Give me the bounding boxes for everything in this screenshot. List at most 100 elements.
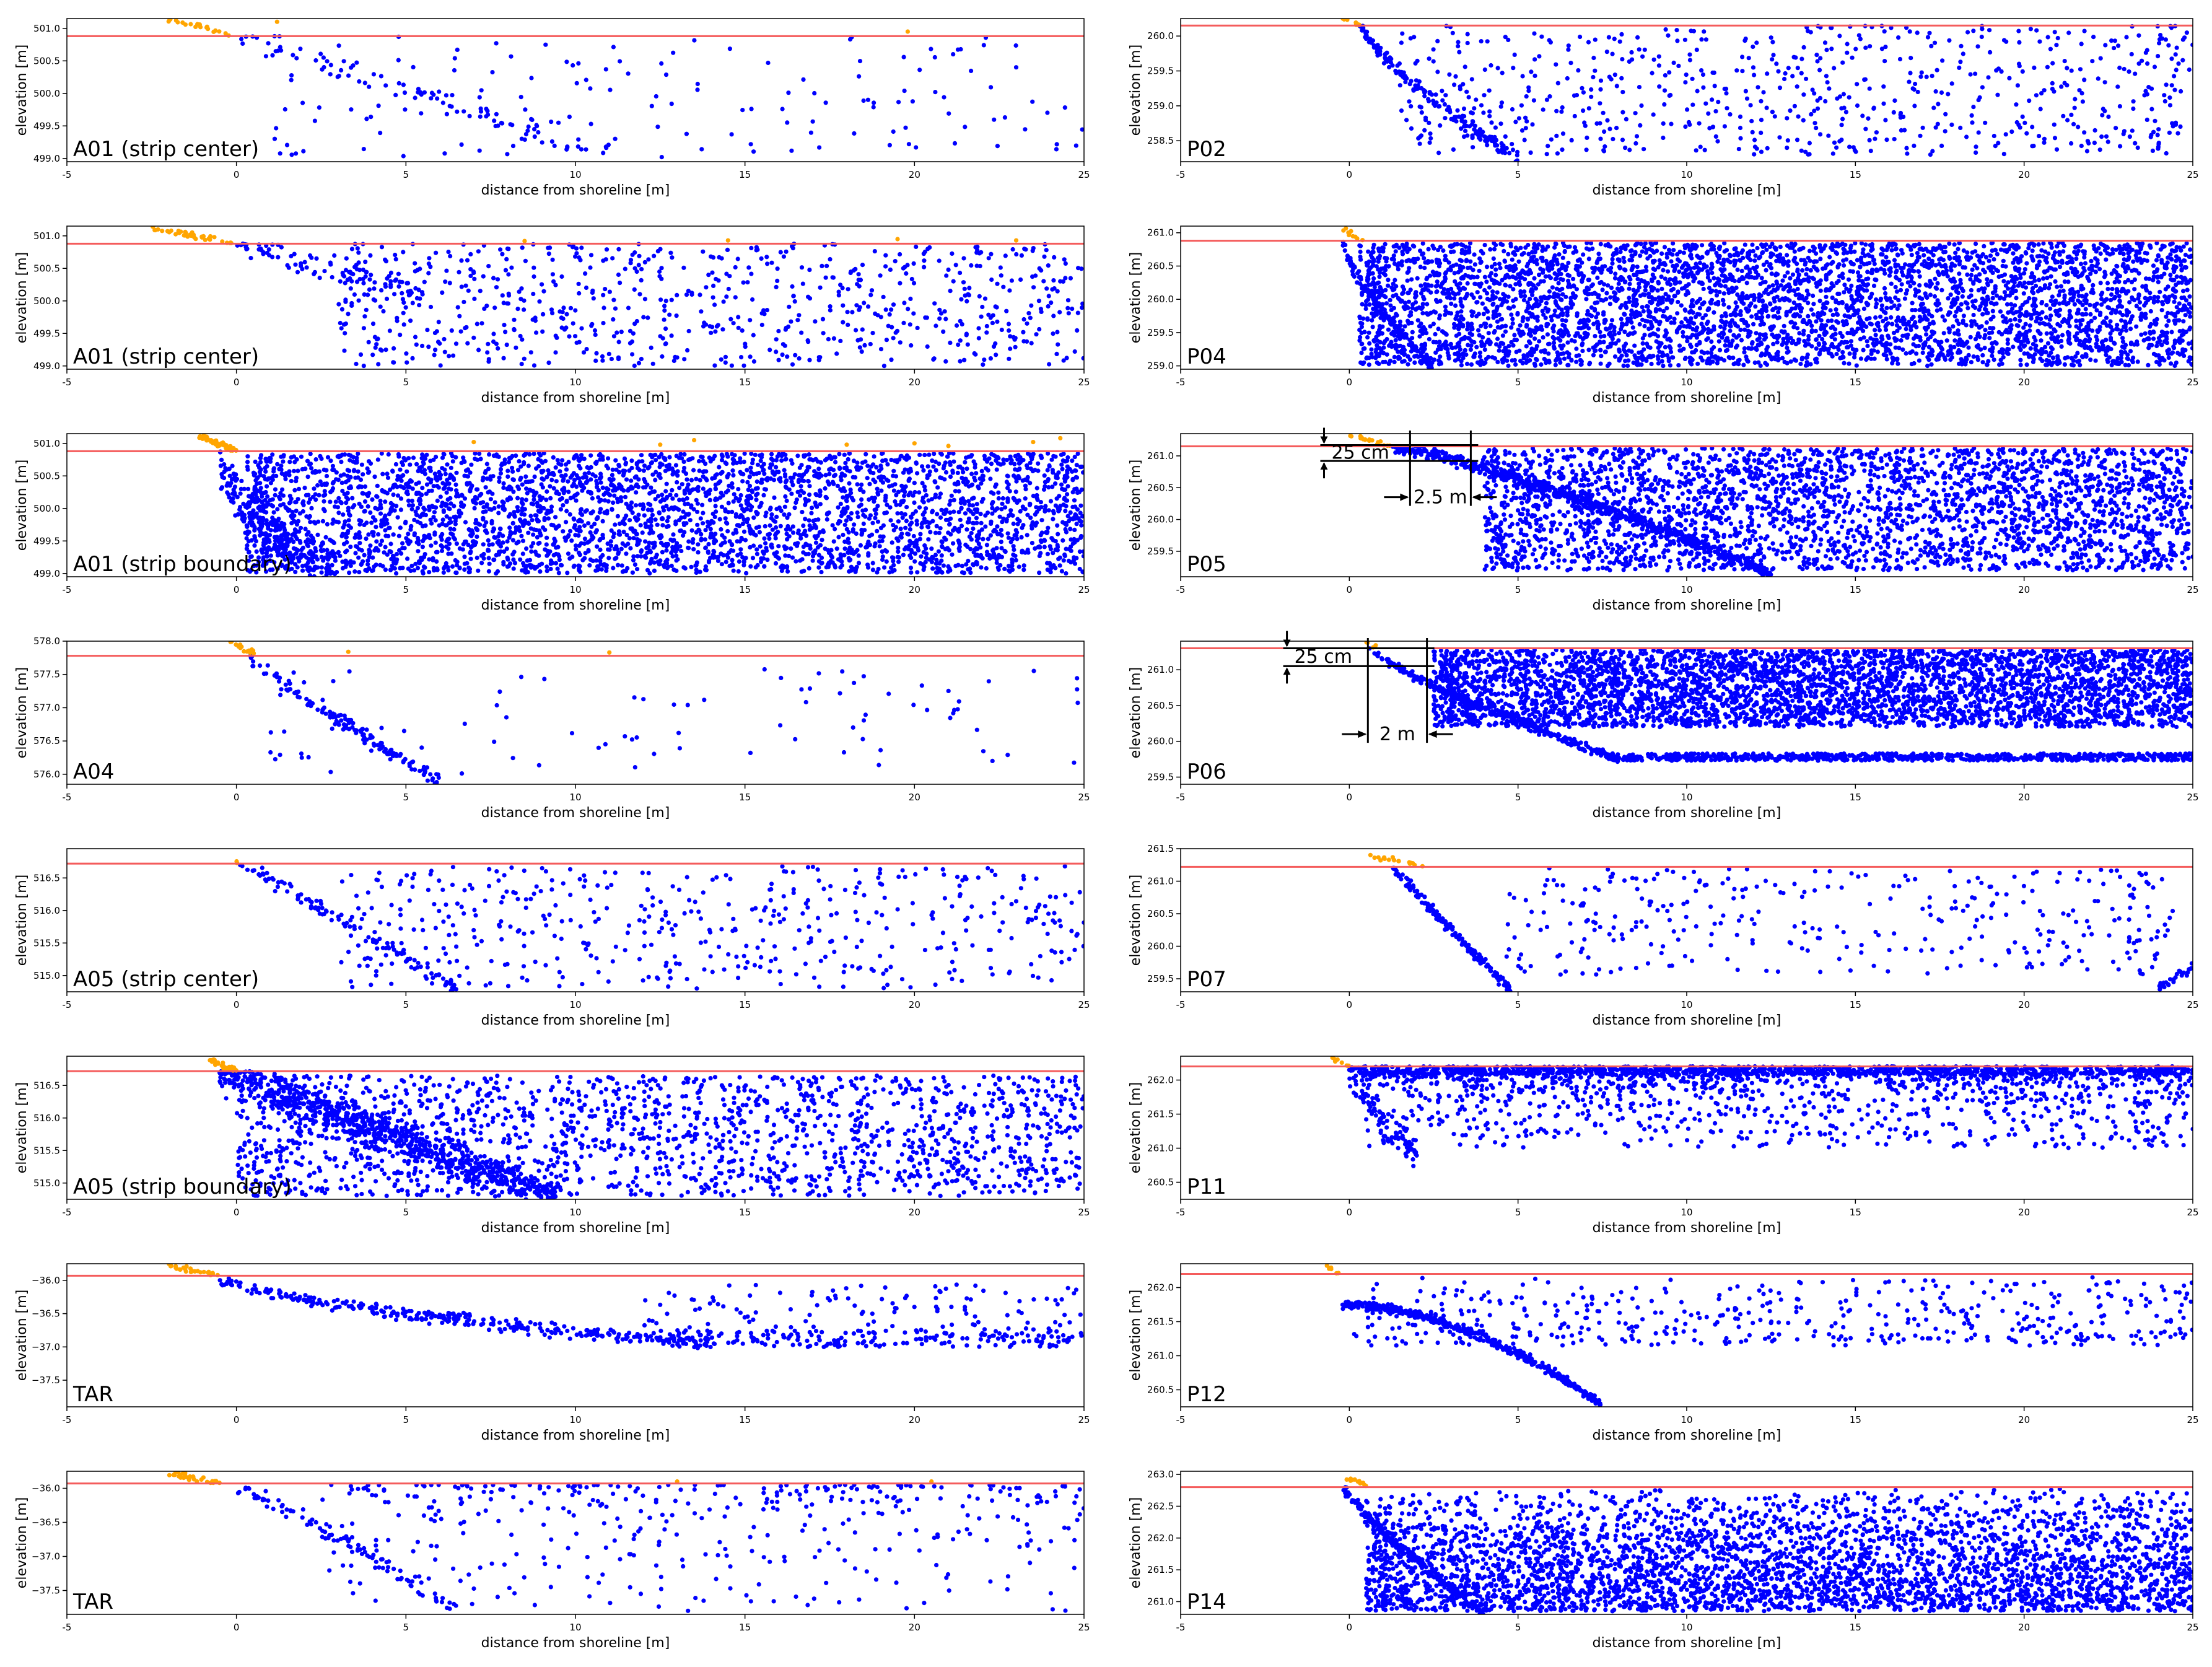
point-below-water <box>636 263 641 268</box>
point-below-water <box>1572 93 1577 98</box>
point-below-water <box>1808 30 1813 35</box>
point-below-water <box>1413 83 1418 88</box>
point-below-water <box>1028 315 1033 320</box>
point-below-water <box>2112 46 2117 51</box>
point-below-water <box>1637 322 1642 327</box>
point-below-water <box>2148 324 2153 329</box>
point-below-water <box>471 335 476 340</box>
point-below-water <box>785 354 790 359</box>
point-below-water <box>750 297 755 302</box>
point-below-water <box>932 356 937 361</box>
point-below-water <box>1988 50 1993 55</box>
point-below-water <box>1462 124 1467 129</box>
point-below-water <box>1529 69 1534 74</box>
point-below-water <box>520 337 525 342</box>
point-below-water <box>379 245 385 250</box>
point-below-water <box>1858 356 1863 361</box>
point-below-water <box>584 285 589 291</box>
point-below-water <box>952 141 958 146</box>
point-below-water <box>1965 30 1970 35</box>
point-below-water <box>401 154 406 159</box>
point-below-water <box>1872 356 1877 361</box>
point-below-water <box>1687 52 1692 57</box>
point-below-water <box>1966 345 1971 350</box>
point-below-water <box>426 344 431 349</box>
point-below-water <box>584 77 588 82</box>
point-below-water <box>2093 358 2098 363</box>
point-below-water <box>1948 292 1953 297</box>
point-below-water <box>529 116 534 121</box>
point-below-water <box>1743 89 1748 94</box>
point-below-water <box>1752 144 1757 149</box>
point-below-water <box>2143 276 2149 281</box>
point-below-water <box>593 332 598 338</box>
point-below-water <box>576 61 581 66</box>
point-below-water <box>909 276 914 282</box>
point-below-water <box>1588 241 1594 246</box>
point-below-water <box>1499 302 1504 308</box>
point-below-water <box>1623 300 1628 305</box>
point-below-water <box>1973 336 1978 342</box>
point-below-water <box>1788 276 1793 281</box>
point-below-water <box>348 269 353 274</box>
point-below-water <box>367 277 372 282</box>
point-below-water <box>1995 252 2000 256</box>
point-below-water <box>1908 328 1913 333</box>
point-below-water <box>449 328 454 333</box>
point-below-water <box>1617 39 1622 44</box>
point-below-water <box>887 142 892 147</box>
point-below-water <box>720 327 725 332</box>
point-below-water <box>1612 290 1617 295</box>
point-below-water <box>581 350 587 355</box>
point-below-water <box>1487 109 1492 114</box>
point-below-water <box>706 273 711 278</box>
point-below-water <box>1677 269 1682 274</box>
point-below-water <box>780 107 785 112</box>
point-above-water <box>193 24 198 30</box>
point-below-water <box>1648 240 1653 245</box>
point-below-water <box>457 313 462 318</box>
point-below-water <box>565 144 570 149</box>
point-below-water <box>1546 351 1551 356</box>
point-below-water <box>1868 295 1873 300</box>
point-below-water <box>1898 115 1903 120</box>
point-below-water <box>1939 143 1944 148</box>
point-below-water <box>1858 265 1863 269</box>
point-below-water <box>2151 129 2156 134</box>
point-below-water <box>1449 116 1454 121</box>
point-below-water <box>550 310 555 315</box>
point-below-water <box>726 286 731 292</box>
point-below-water <box>817 145 822 150</box>
point-below-water <box>741 363 746 368</box>
point-below-water <box>1488 247 1493 252</box>
point-below-water <box>1711 324 1716 329</box>
point-below-water <box>1707 278 1712 283</box>
point-below-water <box>670 255 675 260</box>
panel-p04: -5 0 5 10 15 20 25261.0260.5260.0259.5259.0dis… <box>1128 225 2199 406</box>
point-below-water <box>1464 258 1469 263</box>
point-below-water <box>728 317 733 322</box>
point-below-water <box>476 249 481 254</box>
point-below-water <box>2170 241 2175 246</box>
point-below-water <box>902 300 907 305</box>
point-below-water <box>1358 335 1363 340</box>
point-below-water <box>1419 283 1423 288</box>
point-below-water <box>344 256 349 261</box>
point-below-water <box>743 344 748 349</box>
point-below-water <box>1913 293 1918 298</box>
point-below-water <box>1990 240 1995 245</box>
point-below-water <box>1610 51 1615 56</box>
point-below-water <box>854 328 859 333</box>
point-below-water <box>391 360 396 365</box>
data-points <box>166 19 1084 160</box>
point-below-water <box>562 327 567 332</box>
point-below-water <box>2114 126 2118 131</box>
point-below-water <box>2063 272 2068 278</box>
point-below-water <box>1868 44 1873 49</box>
point-below-water <box>401 310 406 315</box>
point-below-water <box>578 258 583 263</box>
point-below-water <box>1045 110 1050 115</box>
point-below-water <box>1758 281 1763 286</box>
point-below-water <box>937 258 942 263</box>
point-below-water <box>1700 315 1705 320</box>
